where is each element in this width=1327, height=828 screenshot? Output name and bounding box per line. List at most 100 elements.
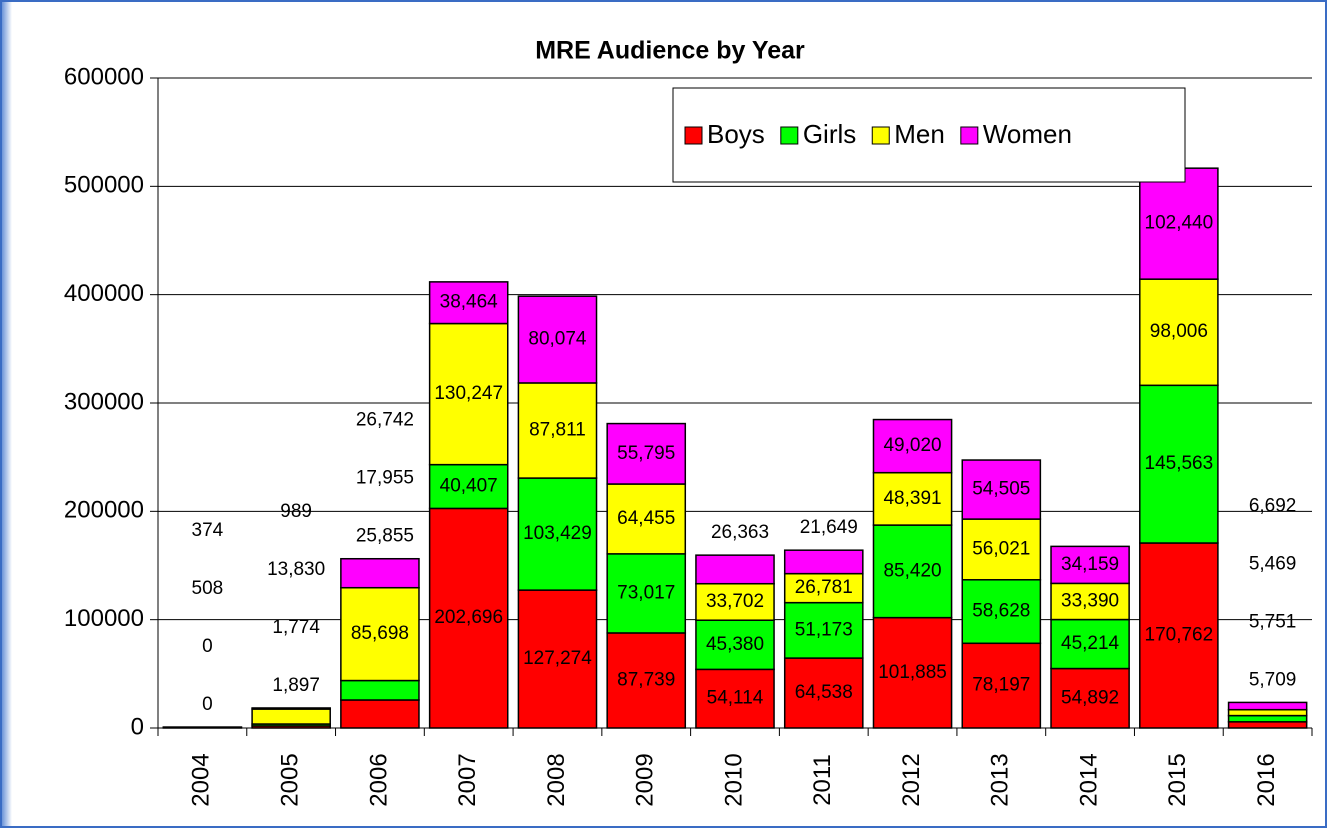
data-label: 202,696	[434, 607, 503, 628]
bar-segment	[961, 459, 1042, 520]
bar-segment	[1227, 721, 1308, 729]
y-tick-label: 300000	[64, 388, 144, 415]
data-label: 58,628	[972, 601, 1030, 622]
bar-segment	[872, 524, 953, 619]
legend-label: Men	[894, 119, 945, 149]
data-label: 127,274	[523, 648, 592, 669]
data-label: 26,363	[711, 522, 769, 543]
bar-segment	[961, 518, 1042, 581]
data-label: 78,197	[972, 675, 1030, 696]
bar-segment	[517, 295, 598, 384]
data-label: 48,391	[883, 488, 941, 509]
data-label: 1,774	[272, 617, 320, 638]
data-label: 54,505	[972, 479, 1030, 500]
data-label: 170,762	[1145, 625, 1214, 646]
x-tick-label: 2016	[1253, 753, 1280, 806]
x-tick-label: 2014	[1075, 753, 1102, 806]
bar-segment	[1227, 701, 1308, 711]
bar-segment	[517, 477, 598, 591]
chart-title: MRE Audience by Year	[535, 37, 805, 65]
data-label: 26,781	[795, 577, 853, 598]
bar-segment	[251, 707, 331, 710]
data-label: 64,455	[617, 508, 675, 529]
legend-swatch	[871, 126, 890, 145]
data-label: 98,006	[1150, 321, 1208, 342]
data-label: 49,020	[883, 435, 941, 456]
data-label: 989	[280, 501, 312, 522]
data-label: 374	[192, 520, 224, 541]
bar-segment	[783, 572, 864, 604]
data-label: 40,407	[440, 476, 498, 497]
data-label: 0	[202, 636, 213, 657]
data-label: 130,247	[434, 383, 503, 404]
data-label: 6,692	[1249, 495, 1297, 516]
data-label: 508	[192, 578, 224, 599]
data-label: 64,538	[795, 682, 853, 703]
data-label: 33,702	[706, 591, 764, 612]
data-label: 101,885	[878, 662, 947, 683]
bar-segment	[428, 507, 509, 729]
data-label: 80,074	[528, 329, 587, 350]
bar-segment	[1227, 714, 1308, 723]
bar-segment	[340, 557, 420, 589]
legend-swatch	[684, 126, 703, 145]
bar-segment	[251, 708, 331, 725]
data-label: 17,955	[356, 468, 414, 489]
bar-segment	[517, 382, 598, 479]
x-tick-label: 2008	[543, 753, 570, 806]
bar-segment	[428, 463, 509, 510]
data-label: 103,429	[523, 523, 592, 544]
x-tick-label: 2009	[632, 753, 659, 806]
legend-swatch	[960, 126, 979, 145]
x-tick-label: 2013	[987, 753, 1014, 806]
data-label: 33,390	[1061, 590, 1119, 611]
bar-segment	[340, 586, 420, 682]
x-tick-label: 2012	[898, 753, 925, 806]
bar-segment	[606, 422, 687, 485]
data-label: 102,440	[1145, 213, 1214, 234]
data-label: 54,114	[707, 688, 764, 709]
data-label: 13,830	[267, 559, 325, 580]
data-label: 34,159	[1061, 554, 1119, 575]
x-tick-label: 2010	[720, 753, 747, 806]
data-label: 38,464	[440, 292, 499, 313]
data-label: 1,897	[272, 675, 320, 696]
x-tick-label: 2005	[276, 753, 303, 806]
data-label: 5,469	[1249, 553, 1297, 574]
frame-edge	[0, 0, 12, 828]
bar-segment	[961, 579, 1042, 645]
bar-segment	[1227, 708, 1308, 717]
bar-segment	[695, 668, 775, 729]
data-label: 87,811	[529, 420, 586, 441]
bar-segment	[517, 589, 598, 729]
legend-label: Girls	[803, 119, 856, 149]
y-tick-label: 0	[131, 713, 144, 740]
bar-segment	[1139, 384, 1219, 544]
y-tick-label: 400000	[64, 280, 144, 307]
bar-segment	[1139, 542, 1219, 729]
data-label: 54,892	[1061, 687, 1119, 708]
bar-segment	[340, 679, 420, 701]
bar-segment	[1050, 667, 1130, 729]
legend-label: Boys	[707, 119, 765, 149]
bar-segment	[1050, 582, 1130, 621]
y-tick-label: 600000	[64, 63, 144, 90]
data-label: 145,563	[1145, 453, 1214, 474]
bar-segment	[872, 418, 953, 474]
data-label: 45,380	[706, 634, 764, 655]
bar-segment	[428, 281, 509, 325]
bar-segment	[428, 322, 509, 466]
data-label: 85,420	[883, 560, 941, 581]
x-tick-label: 2011	[809, 754, 836, 806]
data-label: 21,649	[800, 517, 858, 538]
data-label: 73,017	[617, 582, 675, 603]
x-tick-label: 2004	[188, 753, 215, 806]
data-label: 85,698	[351, 623, 409, 644]
bar-segment	[1050, 545, 1130, 585]
x-tick-label: 2006	[365, 753, 392, 806]
bar-segment	[695, 619, 775, 671]
bar-segment	[783, 549, 864, 575]
x-tick-label: 2015	[1164, 753, 1191, 806]
x-tick-label: 2007	[454, 753, 481, 806]
